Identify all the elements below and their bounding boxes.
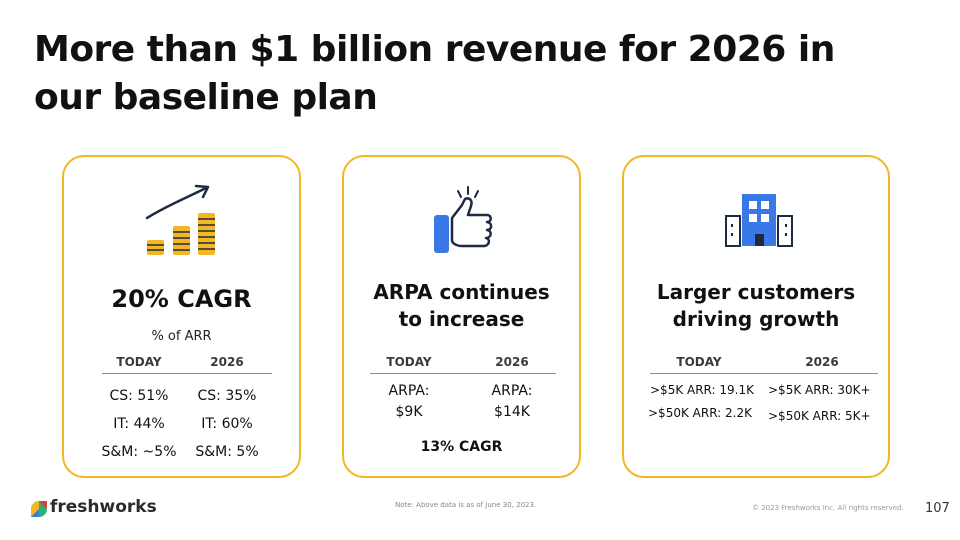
growth-chart-icon xyxy=(145,184,215,255)
cell-2026-arpa-label: ARPA: xyxy=(491,383,533,399)
card-heading-line-2: to increase xyxy=(398,307,525,331)
cell-today-it: IT: 44% xyxy=(113,416,165,432)
cell-today-arpa: ARPA: $9K xyxy=(359,381,459,423)
cell-2026-it: IT: 60% xyxy=(201,416,253,432)
cagr-footer: 13% CAGR xyxy=(420,439,503,455)
cell-today-cs: CS: 51% xyxy=(109,388,169,404)
header-divider xyxy=(102,373,272,374)
slide-title: More than $1 billion revenue for 2026 in… xyxy=(34,29,835,118)
cell-today-50k: >$50K ARR: 2.2K xyxy=(648,406,752,420)
page-number: 107 xyxy=(925,501,950,516)
column-header-today: TODAY xyxy=(116,355,162,369)
card-heading: Larger customers driving growth xyxy=(624,279,888,333)
column-header-2026: 2026 xyxy=(805,355,839,369)
cell-today-arpa-label: ARPA: xyxy=(388,383,430,399)
cell-today-arpa-value: $9K xyxy=(395,404,423,420)
cell-2026-sm: S&M: 5% xyxy=(195,444,259,460)
cell-2026-arpa: ARPA: $14K xyxy=(462,381,562,423)
card-heading: 20% CAGR xyxy=(111,285,252,313)
freshworks-wordmark: freshworks xyxy=(50,497,157,517)
footer-note: Note: Above data is as of June 30, 2023. xyxy=(395,501,537,509)
cell-2026-50k: >$50K ARR: 5K+ xyxy=(768,409,871,423)
thumbs-up-icon xyxy=(434,186,493,253)
card-heading-line-1: Larger customers xyxy=(656,280,856,304)
freshworks-logo-icon xyxy=(31,501,47,517)
copyright-text: © 2023 Freshworks Inc. All rights reserv… xyxy=(752,504,904,512)
column-header-today: TODAY xyxy=(676,355,722,369)
cell-2026-5k: >$5K ARR: 30K+ xyxy=(768,383,871,397)
card-heading-line-2: driving growth xyxy=(672,307,840,331)
header-divider xyxy=(370,373,556,374)
header-divider xyxy=(650,373,878,374)
card-subheading: % of ARR xyxy=(151,329,212,344)
cell-today-sm: S&M: ~5% xyxy=(101,444,177,460)
card-arpa: ARPA continues to increase TODAY 2026 AR… xyxy=(342,155,581,478)
column-header-2026: 2026 xyxy=(495,355,529,369)
card-heading-line-1: ARPA continues xyxy=(373,280,550,304)
card-cagr: 20% CAGR % of ARR TODAY 2026 CS: 51% CS:… xyxy=(62,155,301,478)
card-larger-customers: Larger customers driving growth TODAY 20… xyxy=(622,155,890,478)
column-header-today: TODAY xyxy=(386,355,432,369)
column-header-2026: 2026 xyxy=(210,355,244,369)
office-building-icon xyxy=(725,194,793,247)
cell-today-5k: >$5K ARR: 19.1K xyxy=(650,383,754,397)
cell-2026-cs: CS: 35% xyxy=(197,388,257,404)
cell-2026-arpa-value: $14K xyxy=(494,404,530,420)
card-heading: ARPA continues to increase xyxy=(344,279,579,333)
